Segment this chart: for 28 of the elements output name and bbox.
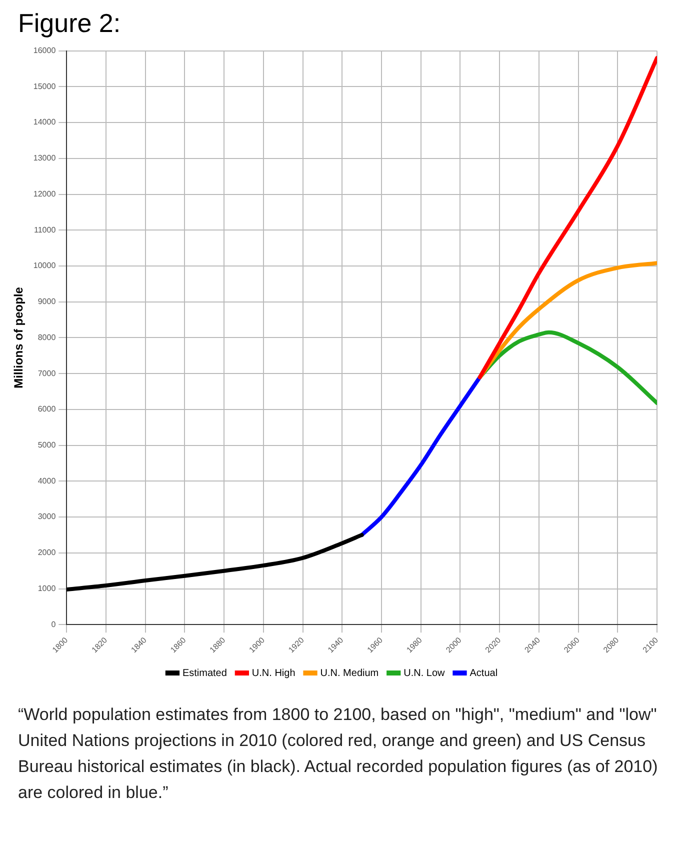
line-series — [66, 532, 364, 592]
y-tick-label: 8000 — [38, 332, 56, 342]
text: “World population estimates from 1800 to 2100, based on "high", "medium" and "low" United Nations projections in 2010 (colored red, orange and green) and US Census Bureau historical estimates (in black). Actual recorded population figures (as of 2010) are colored in blue.” — [18, 704, 659, 804]
y-axis-title: Millions of people — [12, 286, 26, 388]
y-tick-label: 13000 — [33, 154, 56, 163]
y-tick-label: 16000 — [33, 46, 56, 56]
y-tick-label: 3000 — [38, 512, 56, 522]
y-tick-label: 7000 — [38, 368, 56, 378]
y-tick-label: 4000 — [38, 476, 56, 486]
legend-label: Actual — [470, 668, 498, 679]
chart-title: Figure 2: — [18, 8, 122, 39]
y-tick-label: 11000 — [34, 225, 56, 234]
y-tick-label: 12000 — [33, 189, 56, 198]
line-series — [478, 56, 657, 380]
y-tick-label: 5000 — [38, 440, 56, 450]
y-tick-label: 14000 — [33, 118, 56, 127]
y-tick-label: 0 — [51, 620, 56, 629]
y-tick-label: 9000 — [38, 297, 56, 306]
y-tick-label: 1000 — [38, 584, 56, 593]
y-tick-label: 10000 — [33, 261, 56, 270]
y-tick-label: 2000 — [38, 548, 56, 558]
legend-label: U.N. High — [252, 668, 296, 679]
y-tick-label: 6000 — [38, 404, 56, 414]
legend-label: U.N. Low — [404, 668, 446, 679]
line-series — [360, 375, 482, 537]
y-tick-label: 15000 — [33, 82, 56, 91]
legend-label: U.N. Medium — [320, 668, 379, 679]
legend-label: Estimated — [182, 668, 227, 679]
